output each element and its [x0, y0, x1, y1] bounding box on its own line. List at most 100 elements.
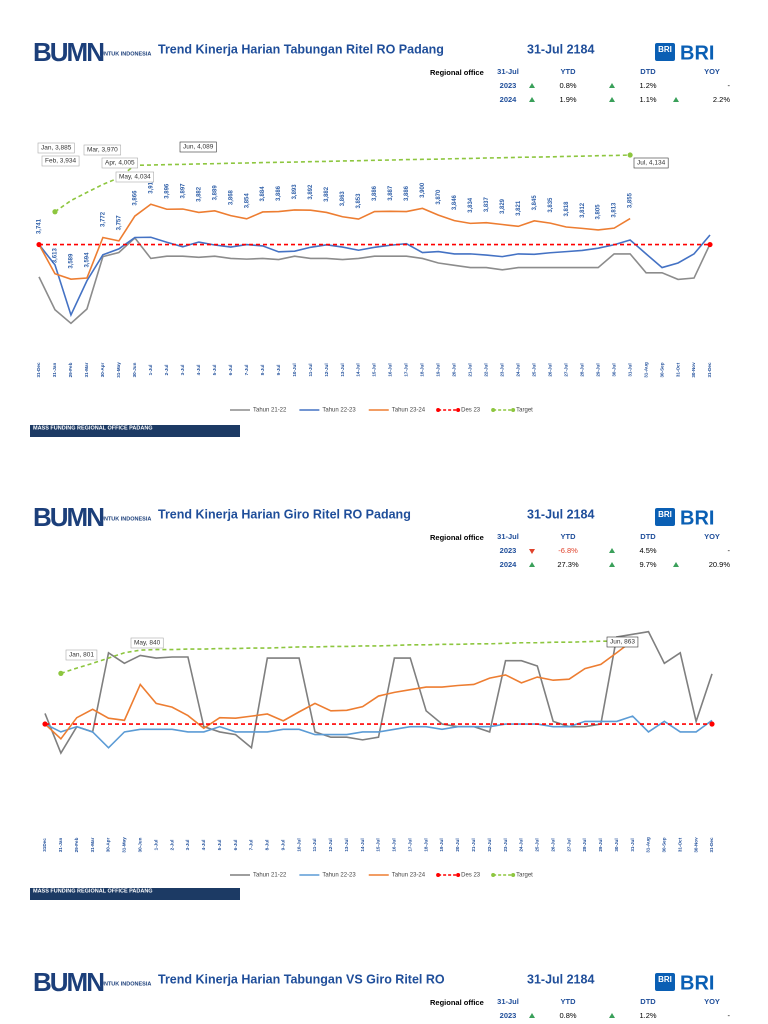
legend-label: Tahun 23-24	[392, 408, 426, 414]
callout-box	[101, 157, 138, 169]
trend-arrow	[529, 83, 535, 88]
table-column-header: YOY	[704, 532, 720, 541]
x-tick-label: 31-Jan	[58, 838, 63, 853]
data-label: 3,870	[436, 189, 442, 205]
legend-label: Target	[516, 408, 533, 414]
data-label: 3,884	[260, 186, 266, 202]
brand-logo: BRI	[680, 507, 714, 529]
brand-badge	[655, 508, 675, 526]
data-label: 3,887	[388, 185, 394, 201]
reference-line	[54, 154, 631, 213]
table-row-year: 2023	[500, 81, 517, 90]
data-label: 3,854	[244, 193, 250, 209]
x-tick-label: 31Dec	[42, 838, 47, 852]
table-column-header: YTD	[561, 532, 577, 541]
x-tick-label: 20-Jul	[455, 838, 460, 851]
data-label: 3,846	[452, 194, 458, 210]
data-label: 3,757	[116, 215, 122, 231]
x-tick-label: 29-Feb	[74, 837, 79, 852]
x-tick-label: 20-Jul	[452, 363, 457, 376]
x-tick-label: 10-Jul	[296, 838, 301, 851]
table-row-year: 2023	[500, 546, 517, 555]
data-label: 3,813	[612, 202, 618, 218]
reference-line	[60, 639, 633, 675]
callout-box	[41, 155, 80, 167]
x-tick-label: 11-Jul	[308, 363, 313, 376]
end-marker	[627, 152, 633, 158]
x-tick-label: 29-Jul	[598, 838, 603, 851]
data-label: 3,918	[148, 178, 154, 194]
x-tick-label: 25-Jul	[535, 838, 540, 851]
table-cell: 1.2%	[639, 1011, 656, 1020]
x-tick-label: 21-Jul	[471, 838, 476, 851]
table-cell: 0.8%	[559, 81, 576, 90]
table-cell: 0.8%	[559, 1011, 576, 1020]
report-date: 31-Jul 2184	[527, 42, 594, 56]
trend-arrow	[609, 97, 615, 102]
data-label: 3,897	[180, 183, 186, 199]
end-marker	[707, 241, 713, 248]
table-column-header: YOY	[704, 997, 720, 1006]
table-column-header: YTD	[561, 67, 577, 76]
legend-label: Tahun 21-22	[253, 408, 287, 414]
legend-label: Tahun 22-23	[322, 408, 356, 414]
callout-text: Jan, 801	[69, 652, 94, 659]
legend-label: Tahun 23-24	[392, 873, 426, 879]
x-tick-label: 24-Jul	[519, 838, 524, 851]
report-date: 31-Jul 2184	[527, 507, 594, 521]
legend-label: Target	[516, 873, 533, 879]
legend-marker	[456, 873, 461, 877]
x-tick-label: 6-Jul	[233, 840, 238, 851]
data-label: 3,829	[500, 198, 506, 214]
data-label: 3,896	[164, 183, 170, 199]
table-cell: -6.8%	[558, 546, 578, 555]
callout-text: Apr, 4,005	[105, 160, 135, 167]
table-row-year: 2023	[500, 1011, 517, 1020]
x-tick-label: 5-Jul	[217, 840, 222, 851]
data-label: 3,866	[132, 190, 138, 206]
table-column-header: DTD	[640, 997, 656, 1006]
x-tick-label: 28-Jul	[579, 363, 584, 376]
series-line	[38, 236, 711, 325]
table-column-header: 31-Jul	[497, 997, 519, 1006]
legend-marker	[436, 408, 441, 412]
data-label: 3,834	[468, 197, 474, 213]
table-column-header: YOY	[704, 67, 720, 76]
data-label: 3,892	[308, 184, 314, 200]
x-tick-label: 30-Jul	[611, 363, 616, 376]
table-column-header: YTD	[561, 997, 577, 1006]
x-tick-label: 31-Mar	[90, 837, 95, 852]
x-tick-label: 31-Jul	[630, 838, 635, 851]
table-column-header: DTD	[640, 532, 656, 541]
x-tick-label: 7-Jul	[249, 840, 254, 851]
callout-box	[115, 171, 154, 183]
data-label: 3,855	[628, 192, 634, 208]
x-tick-label: 3-Jul	[185, 840, 190, 851]
x-tick-label: 25-Jul	[531, 363, 536, 376]
table-cell: 4.5%	[639, 546, 656, 555]
table-row-year: 2024	[500, 560, 518, 569]
data-label: 3,837	[484, 197, 490, 213]
table-label: Regional office	[430, 68, 484, 77]
bumn-logo: BUMN	[33, 37, 104, 67]
x-tick-label: 30-Nov	[693, 837, 698, 853]
footer-bar	[30, 888, 240, 900]
x-tick-label: 31-Jul	[627, 363, 632, 376]
x-tick-label: 12-Jul	[328, 838, 333, 851]
callout-text: Jul, 4,134	[637, 160, 666, 167]
brand-logo: BRI	[680, 42, 714, 64]
legend-label: Tahun 22-23	[322, 873, 356, 879]
legend-marker	[491, 873, 496, 877]
x-tick-label: 16-Jul	[388, 363, 393, 376]
x-tick-label: 18-Jul	[423, 838, 428, 851]
x-tick-label: 1-Jul	[153, 840, 158, 851]
x-tick-label: 19-Jul	[436, 363, 441, 376]
x-tick-label: 30-Jun	[138, 837, 143, 852]
x-tick-label: 2-Jul	[164, 365, 169, 376]
bumn-logo-sub: UNTUK INDONESIA	[100, 516, 151, 522]
x-tick-label: 31-Oct	[675, 362, 680, 377]
x-tick-label: 19-Jul	[439, 838, 444, 851]
end-marker	[709, 721, 715, 727]
table-label: Regional office	[430, 533, 484, 542]
x-tick-label: 22-Jul	[484, 363, 489, 376]
